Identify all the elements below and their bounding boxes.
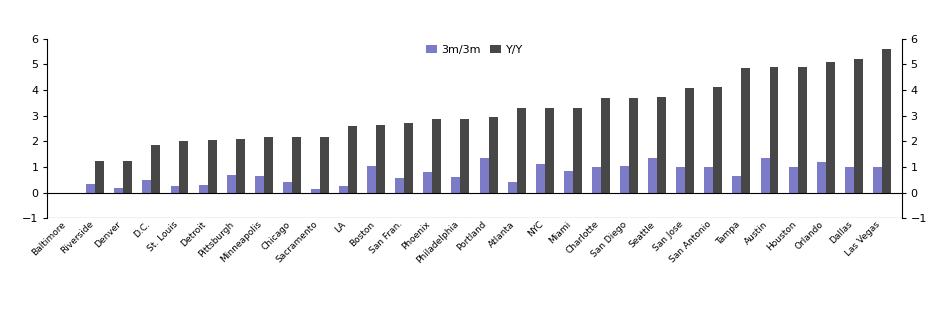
Bar — [152, 145, 160, 193]
Bar — [86, 184, 95, 193]
Bar — [171, 186, 179, 193]
Bar — [629, 98, 638, 193]
Bar — [423, 172, 433, 193]
Bar — [254, 177, 264, 193]
Bar — [564, 171, 573, 193]
Bar — [545, 108, 553, 193]
Bar — [367, 166, 376, 193]
Bar — [227, 175, 235, 193]
Bar — [714, 87, 722, 193]
Bar — [882, 49, 891, 193]
Bar — [95, 161, 104, 193]
Bar — [433, 119, 441, 193]
Bar — [460, 119, 470, 193]
Bar — [479, 158, 489, 193]
Bar — [760, 158, 770, 193]
Bar — [142, 180, 152, 193]
Bar — [733, 176, 741, 193]
Bar — [601, 98, 610, 193]
Bar — [677, 167, 685, 193]
Bar — [179, 141, 189, 193]
Bar — [817, 162, 826, 193]
Bar — [58, 193, 67, 195]
Bar — [404, 123, 413, 193]
Bar — [339, 186, 348, 193]
Bar — [826, 62, 835, 193]
Bar — [292, 137, 301, 193]
Bar — [873, 167, 882, 193]
Bar — [396, 178, 404, 193]
Bar — [592, 167, 601, 193]
Bar — [489, 117, 497, 193]
Bar — [320, 137, 329, 193]
Bar — [311, 189, 320, 193]
Bar — [685, 88, 695, 193]
Bar — [516, 108, 526, 193]
Bar — [536, 164, 545, 193]
Bar — [208, 140, 216, 193]
Bar — [657, 97, 666, 193]
Bar — [508, 182, 516, 193]
Bar — [741, 68, 751, 193]
Bar — [854, 59, 863, 193]
Bar — [452, 177, 460, 193]
Bar — [620, 166, 629, 193]
Bar — [770, 67, 778, 193]
Bar — [123, 160, 132, 193]
Bar — [845, 167, 854, 193]
Bar — [797, 67, 807, 193]
Legend: 3m/3m, Y/Y: 3m/3m, Y/Y — [421, 40, 528, 59]
Bar — [348, 126, 357, 193]
Bar — [789, 167, 797, 193]
Bar — [235, 139, 245, 193]
Bar — [648, 158, 657, 193]
Bar — [704, 167, 714, 193]
Bar — [114, 188, 123, 193]
Bar — [264, 137, 272, 193]
Bar — [283, 182, 292, 193]
Bar — [198, 186, 208, 193]
Bar — [376, 125, 385, 193]
Bar — [573, 108, 582, 193]
